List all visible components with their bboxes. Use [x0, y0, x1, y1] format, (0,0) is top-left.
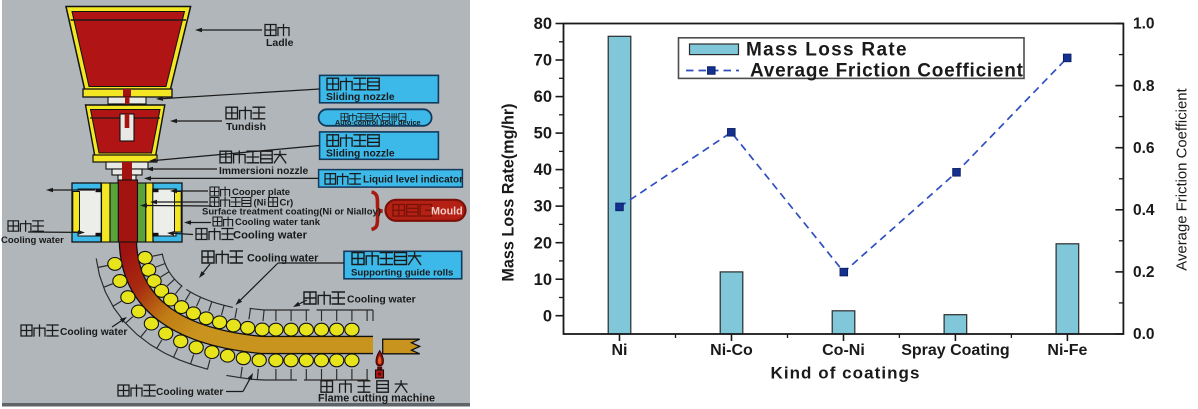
svg-text:Supporting guide rolls: Supporting guide rolls	[351, 267, 453, 278]
svg-text:Kind of coatings: Kind of coatings	[771, 364, 921, 383]
svg-text:50: 50	[534, 125, 552, 143]
svg-text:Average Friction Coefficient: Average Friction Coefficient	[750, 61, 1024, 82]
svg-text:Cooling water: Cooling water	[60, 327, 127, 338]
svg-text:Ladle: Ladle	[266, 37, 294, 49]
svg-text:(Ni: (Ni	[253, 198, 266, 209]
svg-text:70: 70	[534, 52, 552, 70]
svg-text:Surface treatment coating(Ni o: Surface treatment coating(Ni or Nialloy)	[202, 207, 381, 218]
svg-text:Cooling water: Cooling water	[233, 230, 308, 242]
svg-text:Mass Loss Rate: Mass Loss Rate	[746, 40, 908, 61]
svg-text:Spray Coating: Spray Coating	[901, 342, 1009, 359]
svg-text:Co-Ni: Co-Ni	[822, 342, 865, 359]
svg-text:10: 10	[534, 271, 552, 289]
svg-text:Liquid level indicator: Liquid level indicator	[363, 175, 463, 186]
svg-text:Cooling water: Cooling water	[247, 253, 319, 265]
svg-text:Sliding nozzle: Sliding nozzle	[326, 92, 395, 103]
svg-text:40: 40	[534, 161, 552, 179]
svg-text:Cr): Cr)	[279, 198, 293, 209]
svg-text:0.2: 0.2	[1133, 264, 1155, 281]
svg-text:Sliding nozzle: Sliding nozzle	[326, 149, 395, 160]
svg-text:Ni-Fe: Ni-Fe	[1047, 342, 1087, 359]
svg-text:0: 0	[543, 307, 552, 325]
svg-text:0.4: 0.4	[1133, 202, 1155, 219]
svg-text:Auto-control pour device: Auto-control pour device	[335, 118, 420, 127]
svg-text:Cooper plate: Cooper plate	[232, 187, 290, 198]
svg-text:30: 30	[534, 198, 552, 216]
svg-text:Cooling water: Cooling water	[1, 235, 64, 246]
svg-text:Ni-Co: Ni-Co	[710, 342, 753, 359]
svg-text:Mould: Mould	[431, 205, 463, 217]
svg-text:1.0: 1.0	[1133, 16, 1155, 33]
svg-text:Cooling water: Cooling water	[156, 387, 223, 398]
svg-text:Average Friction Coefficient: Average Friction Coefficient	[1175, 87, 1191, 270]
svg-text:Ni: Ni	[611, 342, 627, 359]
svg-text:Cooling water: Cooling water	[347, 295, 416, 306]
svg-text:0.0: 0.0	[1133, 326, 1155, 343]
svg-text:Tundish: Tundish	[226, 121, 266, 133]
svg-text:0.6: 0.6	[1133, 140, 1155, 157]
svg-text:Flame cutting machine: Flame cutting machine	[318, 393, 435, 405]
svg-text:20: 20	[534, 234, 552, 252]
svg-text:0.8: 0.8	[1133, 78, 1155, 95]
svg-text:Mass Loss Rate(mg/hr): Mass Loss Rate(mg/hr)	[500, 103, 518, 281]
svg-text:Cooling water tank: Cooling water tank	[235, 217, 321, 228]
svg-text:60: 60	[534, 88, 552, 106]
svg-text:Immersioni nozzle: Immersioni nozzle	[219, 166, 309, 177]
svg-text:80: 80	[534, 15, 552, 33]
